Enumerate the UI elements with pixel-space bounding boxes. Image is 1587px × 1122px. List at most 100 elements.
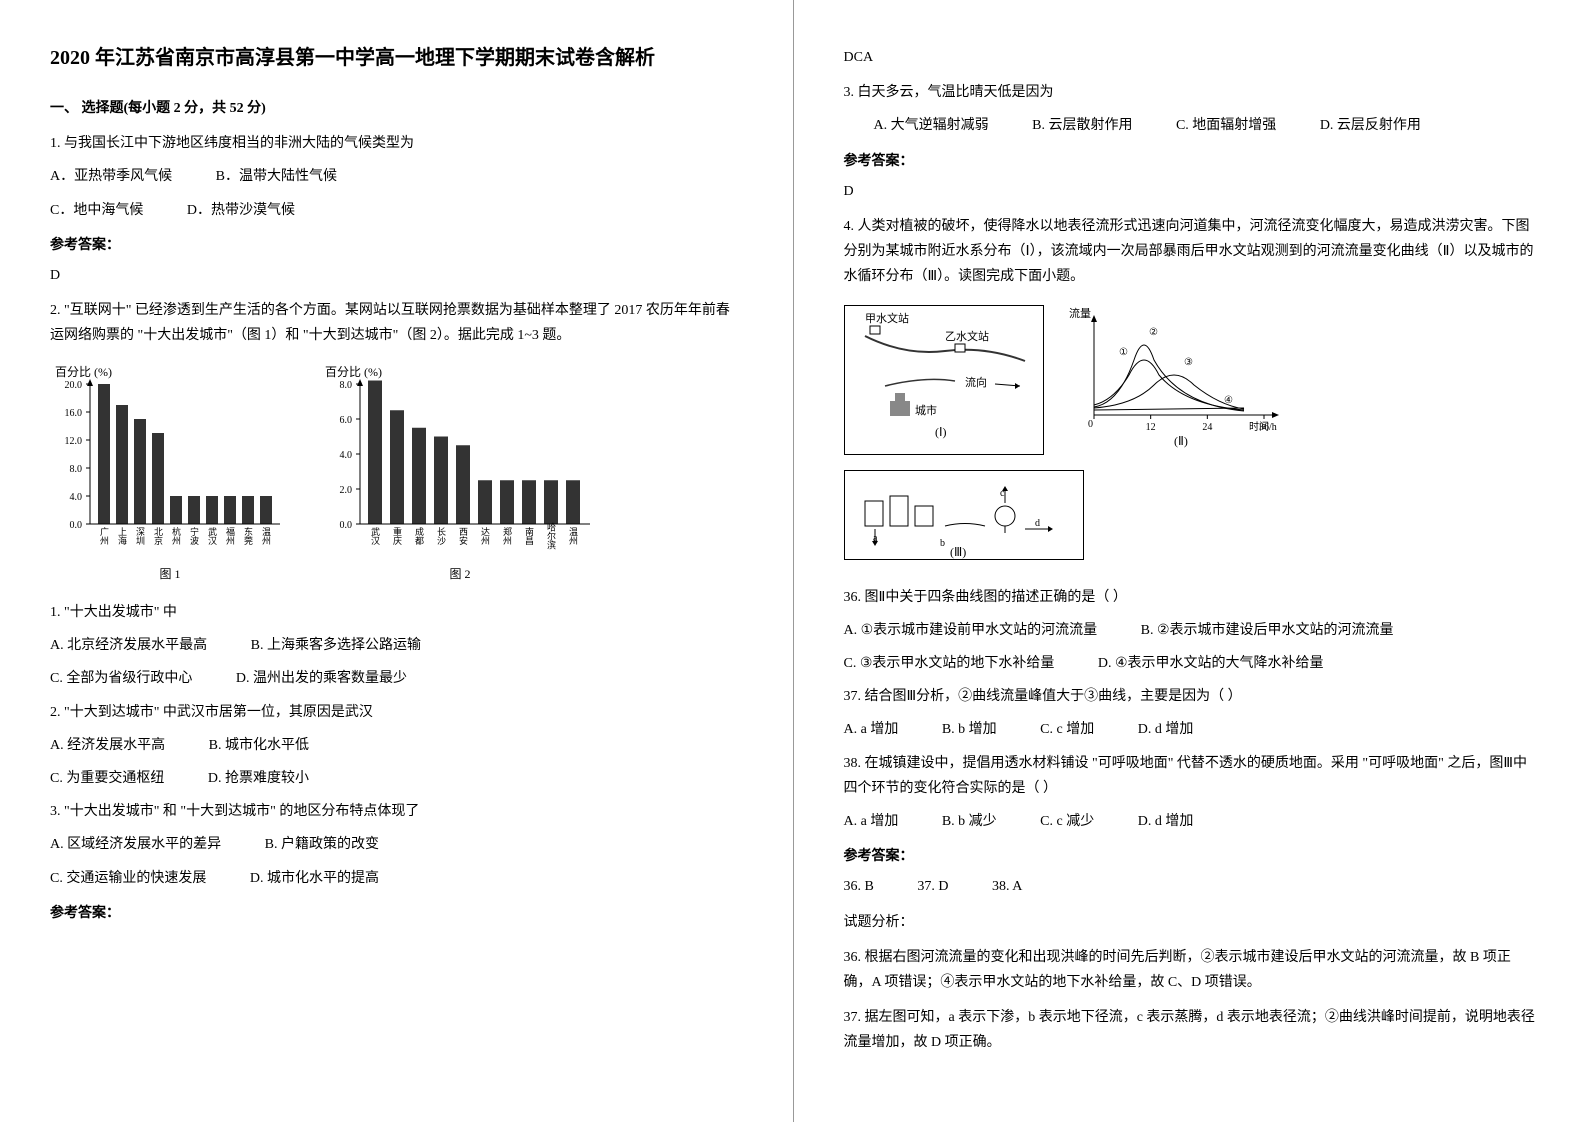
svg-text:12: 12	[1145, 422, 1155, 433]
svg-text:④: ④	[1224, 395, 1233, 406]
q1-answer-label: 参考答案：	[50, 233, 743, 258]
svg-text:城市: 城市	[915, 403, 937, 417]
q2-sub1-optA: A. 北京经济发展水平最高	[50, 633, 207, 658]
svg-text:乙水文站: 乙水文站	[945, 329, 989, 343]
q4-sub37-optB: B. b 增加	[942, 717, 997, 742]
svg-text:b: b	[940, 538, 945, 549]
q3-answer: D	[844, 179, 1538, 204]
svg-text:武汉: 武汉	[207, 525, 217, 545]
svg-text:12.0: 12.0	[65, 436, 83, 447]
question-2: 2. "互联网十" 已经渗透到生产生活的各个方面。某网站以互联网抢票数据为基础样…	[50, 298, 743, 926]
chart-2: 百分比 (%) 0.02.04.06.08.0 武汉重庆成都长沙西安达州郑州南昌…	[320, 364, 600, 586]
q4-answer-label: 参考答案：	[844, 844, 1538, 869]
svg-text:24: 24	[1202, 422, 1212, 433]
section-heading: 一、 选择题(每小题 2 分，共 52 分)	[50, 96, 743, 121]
q2-answer-label: 参考答案：	[50, 901, 743, 926]
svg-text:哈尔滨: 哈尔滨	[546, 521, 556, 550]
svg-text:16.0: 16.0	[65, 408, 83, 419]
q4-sub37-optC: C. c 增加	[1040, 717, 1094, 742]
exam-title: 2020 年江苏省南京市高淳县第一中学高一地理下学期期末试卷含解析	[50, 40, 743, 76]
svg-text:甲水文站: 甲水文站	[865, 311, 909, 325]
svg-text:成都: 成都	[414, 525, 424, 545]
chart2-ylabel: 百分比 (%)	[325, 365, 382, 379]
svg-text:(Ⅰ): (Ⅰ)	[935, 425, 947, 439]
svg-text:时间/h: 时间/h	[1249, 420, 1277, 433]
svg-text:(Ⅲ): (Ⅲ)	[950, 545, 966, 559]
q2-sub3-optC: C. 交通运输业的快速发展	[50, 866, 206, 891]
q2-sub3-optD: D. 城市化水平的提高	[250, 866, 379, 891]
q2-answer: DCA	[844, 45, 1538, 70]
q3-optC: C. 地面辐射增强	[1176, 113, 1276, 138]
svg-text:③: ③	[1184, 357, 1193, 368]
svg-text:2.0: 2.0	[340, 485, 353, 496]
q4-sub36-optC: C. ③表示甲水文站的地下水补给量	[844, 651, 1055, 676]
right-column: DCA 3. 白天多云，气温比晴天低是因为 A. 大气逆辐射减弱 B. 云层散射…	[794, 0, 1587, 1122]
q1-answer: D	[50, 263, 743, 288]
diagram-1: 甲水文站 乙水文站 城市 流向 (Ⅰ)	[844, 305, 1044, 455]
svg-text:0.0: 0.0	[340, 520, 353, 531]
chart1-ylabel: 百分比 (%)	[55, 365, 112, 379]
q2-stem: 2. "互联网十" 已经渗透到生产生活的各个方面。某网站以互联网抢票数据为基础样…	[50, 298, 743, 348]
svg-text:温州: 温州	[568, 526, 578, 544]
svg-text:8.0: 8.0	[340, 380, 353, 391]
svg-text:西安: 西安	[458, 526, 468, 545]
q3-optD: D. 云层反射作用	[1320, 113, 1421, 138]
q1-optB: B．温带大陆性气候	[216, 164, 337, 189]
svg-text:0.0: 0.0	[70, 520, 83, 531]
q2-sub2-stem: 2. "十大到达城市" 中武汉市居第一位，其原因是武汉	[50, 700, 743, 725]
svg-text:杭州: 杭州	[171, 525, 181, 544]
svg-text:重庆: 重庆	[392, 525, 402, 545]
svg-text:武汉: 武汉	[370, 525, 380, 545]
q2-sub3-optB: B. 户籍政策的改变	[265, 832, 379, 857]
q3-optA: A. 大气逆辐射减弱	[874, 113, 989, 138]
q4-sub37-optA: A. a 增加	[844, 717, 899, 742]
q4-sub38-optD: D. d 增加	[1138, 809, 1194, 834]
q2-sub1-optC: C. 全部为省级行政中心	[50, 666, 192, 691]
q4-sub36-stem: 36. 图Ⅱ中关于四条曲线图的描述正确的是（ ）	[844, 585, 1538, 610]
q4-sub38-stem: 38. 在城镇建设中，提倡用透水材料铺设 "可呼吸地面" 代替不透水的硬质地面。…	[844, 751, 1538, 801]
svg-text:广州: 广州	[99, 525, 109, 544]
svg-text:②: ②	[1149, 327, 1158, 338]
q1-optD: D．热带沙漠气候	[187, 198, 295, 223]
q2-sub2-optC: C. 为重要交通枢纽	[50, 766, 164, 791]
q3-optB: B. 云层散射作用	[1032, 113, 1132, 138]
svg-text:上海: 上海	[117, 526, 127, 545]
charts-row: 百分比 (%) 0.04.08.012.016.020.0 广州上海深圳北京杭州…	[50, 364, 743, 586]
svg-text:东莞: 东莞	[243, 525, 253, 545]
svg-text:6.0: 6.0	[340, 415, 353, 426]
diagram-3: a b c d (Ⅲ)	[844, 470, 1084, 560]
chart2-caption: 图 2	[320, 564, 600, 586]
diagram-2: 流量 0122436 时间/h ① ② ③ ④ (Ⅱ)	[1064, 305, 1294, 455]
q2-sub1-optD: D. 温州出发的乘客数量最少	[236, 666, 407, 691]
svg-text:温州: 温州	[261, 526, 271, 544]
q4-sub38-optC: C. c 减少	[1040, 809, 1094, 834]
q2-sub1-optB: B. 上海乘客多选择公路运输	[251, 633, 421, 658]
q2-sub3-optA: A. 区域经济发展水平的差异	[50, 832, 221, 857]
q2-sub3-stem: 3. "十大出发城市" 和 "十大到达城市" 的地区分布特点体现了	[50, 799, 743, 824]
q4-sub38-optA: A. a 增加	[844, 809, 899, 834]
svg-text:流量: 流量	[1069, 306, 1091, 320]
svg-text:d: d	[1035, 518, 1040, 529]
svg-text:长沙: 长沙	[436, 525, 446, 544]
chart1-caption: 图 1	[50, 564, 290, 586]
q4-stem: 4. 人类对植被的破坏，使得降水以地表径流形式迅速向河道集中，河流径流变化幅度大…	[844, 214, 1538, 290]
svg-text:达州: 达州	[480, 525, 490, 544]
q4-answer36: 36. B	[844, 874, 874, 899]
q4-analysis37: 37. 据左图可知，a 表示下渗，b 表示地下径流，c 表示蒸腾，d 表示地表径…	[844, 1005, 1538, 1055]
svg-text:南昌: 南昌	[524, 525, 534, 545]
chart-1: 百分比 (%) 0.04.08.012.016.020.0 广州上海深圳北京杭州…	[50, 364, 290, 586]
question-1: 1. 与我国长江中下游地区纬度相当的非洲大陆的气候类型为 A．亚热带季风气候 B…	[50, 131, 743, 288]
q3-answer-label: 参考答案：	[844, 149, 1538, 174]
q1-optC: C．地中海气候	[50, 198, 143, 223]
svg-text:4.0: 4.0	[340, 450, 353, 461]
q4-sub36-optB: B. ②表示城市建设后甲水文站的河流流量	[1141, 618, 1394, 643]
q4-analysis36: 36. 根据右图河流流量的变化和出现洪峰的时间先后判断，②表示城市建设后甲水文站…	[844, 945, 1538, 995]
svg-text:流向: 流向	[965, 375, 987, 389]
q1-stem: 1. 与我国长江中下游地区纬度相当的非洲大陆的气候类型为	[50, 131, 743, 156]
q2-sub1-stem: 1. "十大出发城市" 中	[50, 600, 743, 625]
q4-analysis-label: 试题分析：	[844, 910, 1538, 935]
left-column: 2020 年江苏省南京市高淳县第一中学高一地理下学期期末试卷含解析 一、 选择题…	[0, 0, 794, 1122]
svg-text:深圳: 深圳	[135, 526, 145, 544]
q4-sub37-optD: D. d 增加	[1138, 717, 1194, 742]
chart1-svg: 百分比 (%) 0.04.08.012.016.020.0 广州上海深圳北京杭州…	[50, 364, 290, 564]
